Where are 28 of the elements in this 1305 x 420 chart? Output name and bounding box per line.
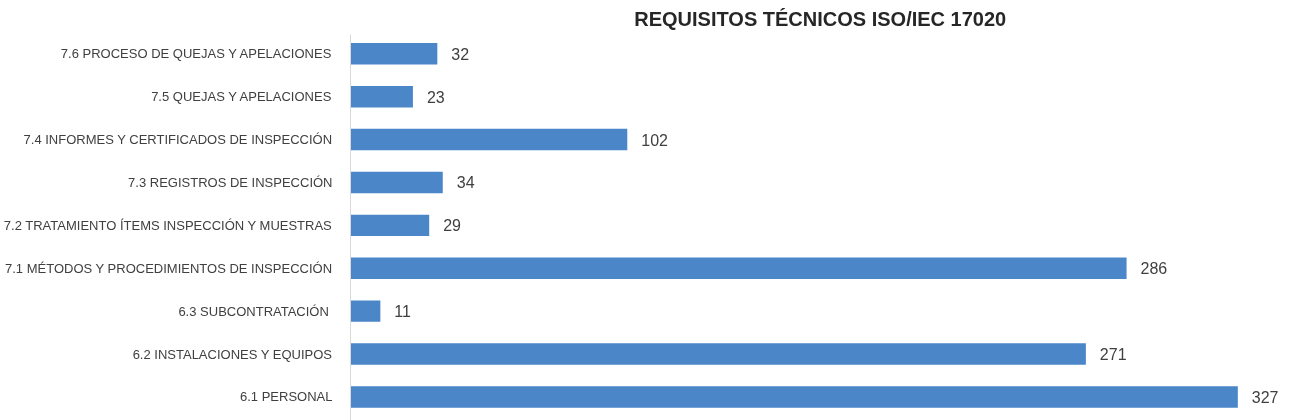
y-tick-label: 6.3 SUBCONTRATACIÓN (178, 303, 329, 319)
data-label: 29 (443, 217, 462, 235)
data-label: 327 (1251, 388, 1279, 406)
data-label: 11 (394, 303, 412, 321)
bar (350, 171, 443, 194)
y-tick-label: 7.6 PROCESO DE QUEJAS Y APELACIONES (60, 46, 332, 62)
data-label: 286 (1140, 260, 1168, 278)
y-tick-label: 7.3 REGISTROS DE INSPECCIÓN (128, 174, 333, 190)
data-label: 32 (451, 45, 470, 63)
bar (350, 43, 438, 65)
y-tick-label: 6.1 PERSONAL (240, 389, 333, 405)
bar (350, 214, 430, 237)
bar (350, 85, 413, 108)
bar (350, 300, 381, 322)
y-tick-label: 7.2 TRATAMIENTO ÍTEMS INSPECCIÓN Y MUESTRAS (3, 217, 333, 233)
y-tick-label: 7.4 INFORMES Y CERTIFICADOS DE INSPECCIÓN (23, 132, 333, 148)
y-tick-label: 6.2 INSTALACIONES Y EQUIPOS (132, 346, 333, 362)
data-label: 271 (1099, 346, 1127, 364)
data-label: 34 (456, 174, 475, 192)
data-label: 23 (426, 88, 445, 106)
bar (350, 128, 628, 151)
bar (350, 257, 1127, 279)
bar (350, 386, 1238, 408)
bar (350, 343, 1086, 365)
chart-title: REQUISITOS TÉCNICOS ISO/IEC 17020 (634, 7, 1007, 30)
data-label: 102 (641, 131, 669, 149)
y-tick-label: 7.5 QUEJAS Y APELACIONES (151, 89, 332, 105)
y-tick-label: 7.1 MÉTODOS Y PROCEDIMIENTOS DE INSPECCIÓN (5, 260, 333, 276)
